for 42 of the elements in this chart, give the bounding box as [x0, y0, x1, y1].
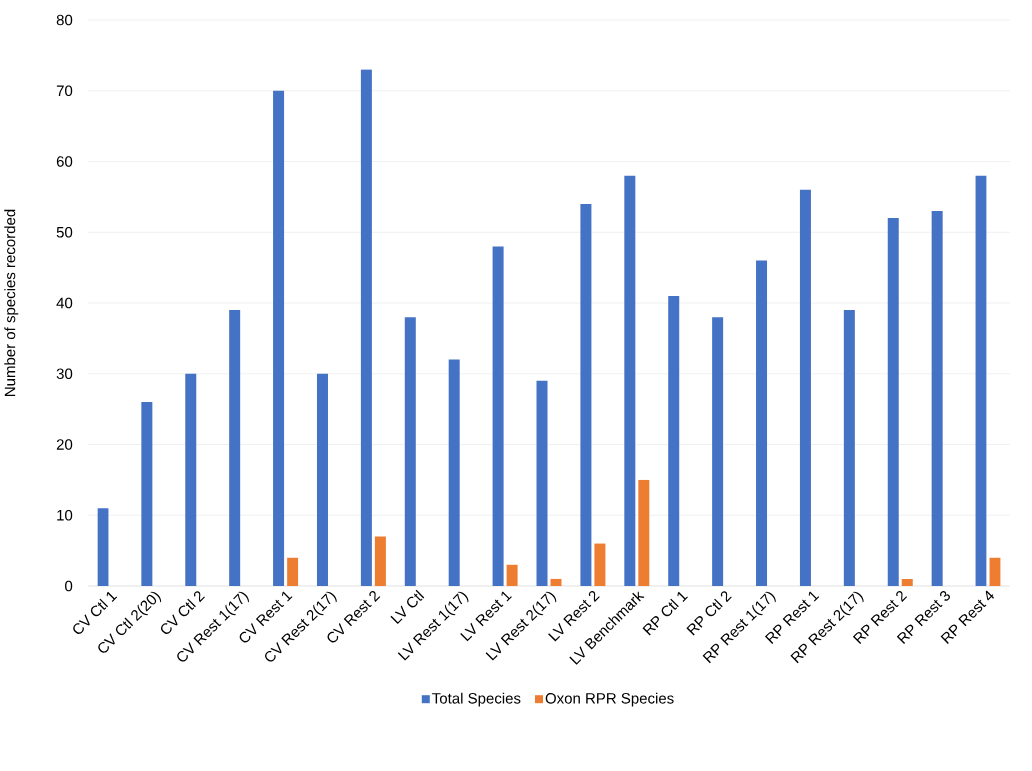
bar	[97, 508, 109, 586]
bar	[448, 359, 460, 586]
bar	[975, 175, 987, 586]
legend-label: Total Species	[432, 692, 521, 707]
bar	[989, 557, 1001, 586]
y-tick-label: 20	[56, 439, 73, 450]
bar	[901, 578, 913, 586]
bar	[887, 218, 899, 586]
bar	[594, 543, 606, 586]
bar	[843, 310, 855, 586]
y-axis-title: Number of species recorded	[4, 209, 19, 396]
bar	[550, 578, 562, 586]
x-tick-label: LV Ctl	[390, 589, 425, 625]
bar	[624, 175, 636, 586]
y-tick-label: 60	[56, 156, 73, 167]
bar	[756, 260, 768, 586]
bar	[799, 189, 811, 586]
bar	[141, 402, 153, 586]
y-tick-label: 10	[57, 509, 73, 521]
bar	[287, 557, 299, 586]
y-tick-label: 70	[56, 85, 73, 97]
y-tick-label: 30	[56, 368, 73, 380]
bar	[185, 373, 197, 586]
bar	[316, 373, 328, 586]
y-tick-label: 50	[56, 226, 73, 238]
bar	[536, 380, 548, 586]
y-tick-label: 0	[65, 580, 73, 592]
y-tick-label: 40	[56, 297, 73, 309]
bar	[668, 295, 680, 586]
y-tick-label: 80	[56, 14, 73, 26]
bar	[931, 211, 943, 586]
bar	[712, 317, 724, 586]
legend-label: Oxon RPR Species	[545, 692, 674, 707]
bar	[580, 203, 592, 586]
bar	[374, 536, 386, 586]
bar	[492, 246, 504, 586]
bar	[638, 479, 650, 586]
bar	[229, 310, 241, 586]
bar	[273, 90, 285, 586]
bar	[360, 69, 372, 586]
bar	[506, 564, 518, 586]
bar	[404, 317, 416, 586]
